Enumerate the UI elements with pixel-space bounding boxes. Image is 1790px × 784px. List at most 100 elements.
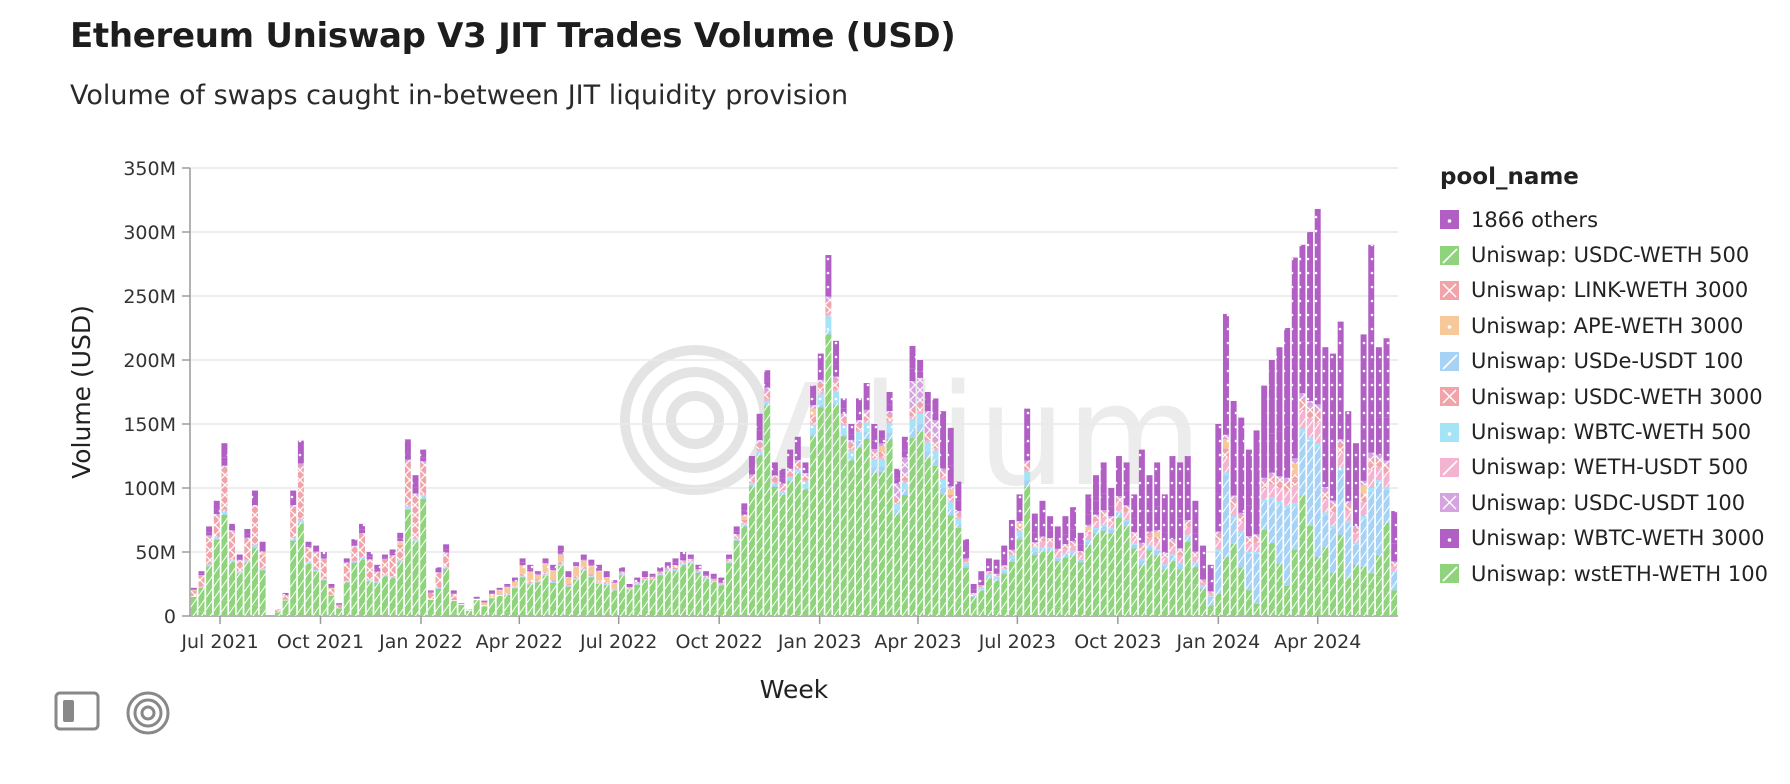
bar-segment-pattern [1138,558,1145,561]
bar-segment-pattern [381,576,388,611]
bar-segment-pattern [886,411,893,415]
bar-segment-pattern [611,612,618,616]
bar-segment-pattern [1299,537,1306,616]
bar-segment-pattern [733,604,740,616]
bar-segment-pattern [1314,404,1321,411]
bar-segment-pattern [1100,514,1107,517]
legend-item[interactable]: Uniswap: USDC-USDT 100 [1440,485,1785,520]
bar-segment-pattern [802,489,809,597]
bar-segment-pattern [1291,463,1298,475]
bar-segment-pattern [366,569,373,580]
bar-segment-pattern [1284,477,1291,483]
bar-segment-pattern [381,557,388,559]
bar-segment-pattern [297,602,304,616]
bar-segment-pattern [542,564,549,573]
legend-title: pool_name [1440,164,1579,190]
bar-segment-pattern [672,571,679,610]
bar-segment-pattern [963,560,970,562]
bar-segment-pattern [657,571,664,573]
bar-segment-pattern [534,573,541,575]
bar-segment-pattern [1276,476,1283,481]
legend-item[interactable]: Uniswap: WBTC-WETH 3000 [1440,521,1785,556]
allium-logo-icon[interactable] [126,691,170,735]
bar-segment-pattern [764,405,771,585]
bar-segment-pattern [940,597,947,616]
bar-segment-pattern [1352,497,1359,527]
bar-segment-pattern [1345,510,1352,521]
bar-segment-pattern [764,584,771,616]
legend-item[interactable]: Uniswap: APE-WETH 3000 [1440,308,1785,343]
bar-segment-pattern [634,611,641,616]
bar-segment-pattern [1330,587,1336,616]
bar-segment-pattern [940,448,947,469]
bar-segment-pattern [1330,504,1336,509]
bar-segment-pattern [611,582,618,584]
bar-segment-pattern [588,559,595,564]
bar-segment-pattern [435,589,442,612]
bar-segment-pattern [1031,542,1038,544]
bar-segment-pattern [1001,572,1008,575]
y-tick-label: 50M [135,542,176,564]
bar-segment-pattern [1291,257,1298,389]
bar-segment-pattern [236,572,243,574]
bar-segment-pattern [213,539,220,605]
bar-segment-pattern [1093,533,1099,563]
bar-segment-pattern [1375,482,1382,556]
legend-item[interactable]: 1866 others [1440,202,1785,237]
bar-segment-pattern [573,566,580,577]
bar-segment-pattern [1207,564,1214,583]
x-tick-label: Oct 2023 [1074,631,1161,653]
legend-label: Uniswap: WBTC-WETH 3000 [1471,526,1765,551]
bar-segment-pattern [1207,596,1214,597]
bar-segment-pattern [1284,585,1291,597]
bar-segment-pattern [618,570,625,572]
bar-segment-pattern [924,451,931,459]
bar-segment-pattern [580,609,587,616]
bar-segment-pattern [1230,498,1237,503]
legend-item[interactable]: Uniswap: WETH-USDT 500 [1440,450,1785,485]
bar-segment-pattern [810,405,817,409]
legend-item[interactable]: Uniswap: USDC-WETH 500 [1440,237,1785,272]
bar-segment-pattern [1368,588,1375,616]
bar-segment-pattern [955,515,962,518]
bar-segment-pattern [1330,528,1336,573]
bar-segment-pattern [244,560,251,562]
legend-item[interactable]: Uniswap: USDe-USDT 100 [1440,344,1785,379]
bar-segment-pattern [1115,511,1122,513]
bar-segment-pattern [1215,540,1222,550]
bar-segment-pattern [305,546,312,549]
bar-segment-pattern [1031,546,1038,548]
bar-segment-pattern [940,474,947,478]
bar-segment-pattern [1024,469,1031,472]
bar-segment-pattern [305,548,312,555]
bar-segment-pattern [764,400,771,404]
bar-segment-pattern [1016,526,1023,529]
bar-segment-pattern [519,576,526,578]
bar-segment-pattern [1016,521,1023,523]
bar-segment-pattern [1230,400,1237,463]
bar-segment-pattern [580,569,587,570]
sidebar-toggle-icon[interactable] [54,691,100,731]
bar-segment-pattern [710,573,717,577]
bar-segment-pattern [320,559,327,569]
legend-item[interactable]: Uniswap: wstETH-WETH 100 [1440,556,1785,591]
legend-item[interactable]: Uniswap: USDC-WETH 3000 [1440,379,1785,414]
legend-item[interactable]: Uniswap: WBTC-WETH 500 [1440,414,1785,449]
legend-swatch-icon [1440,422,1459,442]
bar-segment-pattern [634,583,641,584]
bar-segment-pattern [825,282,832,297]
bar-segment-pattern [917,377,924,404]
bar-segment-pattern [1093,528,1099,530]
bar-segment-pattern [894,483,901,499]
bar-segment-pattern [336,606,343,609]
bar-segment-pattern [1062,544,1069,546]
bar-segment-pattern [917,411,924,414]
legend-item[interactable]: Uniswap: LINK-WETH 3000 [1440,273,1785,308]
bar-segment-pattern [404,452,411,460]
legend-swatch-icon [1440,316,1459,336]
bar-segment-pattern [1230,462,1237,496]
bar-segment-pattern [1001,545,1008,559]
bar-segment-pattern [932,459,939,466]
bar-segment-pattern [221,465,228,469]
bar-segment-pattern [1222,457,1229,473]
